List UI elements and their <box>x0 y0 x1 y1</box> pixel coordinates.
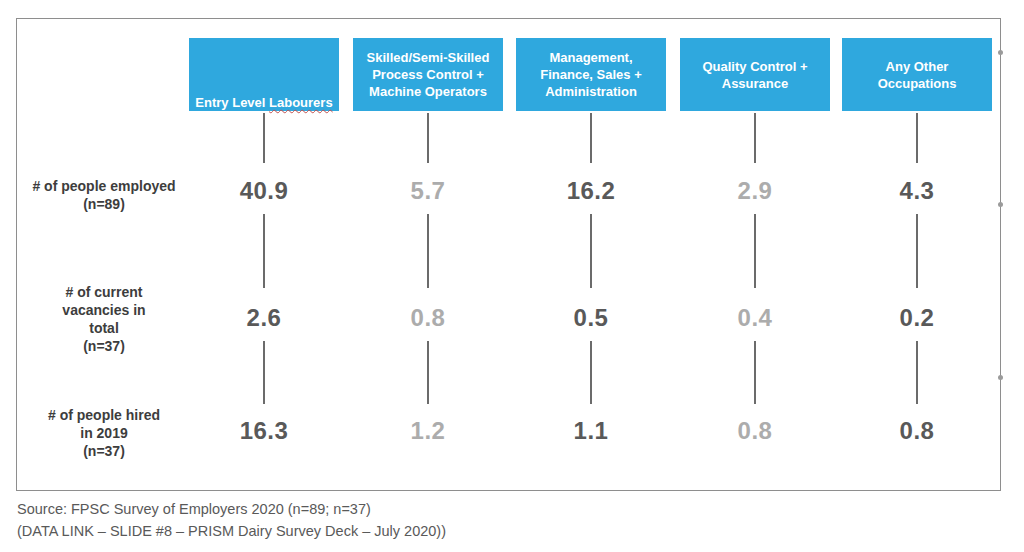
value-hired-entry-level: 16.3 <box>182 417 346 445</box>
column-header-label: Entry Level Labourers <box>195 95 332 110</box>
connector-line <box>754 113 756 163</box>
connector-line <box>427 214 429 288</box>
column-header-skilled-semi-skilled: Skilled/Semi-Skilled Process Control + M… <box>353 38 503 111</box>
connector-line <box>916 341 918 404</box>
column-any-other-occupations: Any Other Occupations 4.3 0.2 0.8 <box>835 19 999 490</box>
chart-frame: # of people employed (n=89) # of current… <box>16 18 1001 491</box>
connector-line <box>427 113 429 163</box>
connector-line <box>754 341 756 404</box>
connector-line <box>263 113 265 163</box>
value-hired-quality: 0.8 <box>673 417 837 445</box>
header-label-spellchecked: Labourers <box>269 95 333 110</box>
source-note: Source: FPSC Survey of Employers 2020 (n… <box>17 499 446 542</box>
source-line-2: (DATA LINK – SLIDE #8 – PRISM Dairy Surv… <box>17 521 446 543</box>
columns-area: Entry Level Labourers 40.9 2.6 16.3 Skil… <box>17 19 1000 490</box>
value-employed-skilled: 5.7 <box>346 177 510 205</box>
value-employed-quality: 2.9 <box>673 177 837 205</box>
survey-figure-page: # of people employed (n=89) # of current… <box>0 0 1024 552</box>
value-employed-other: 4.3 <box>835 177 999 205</box>
column-quality-control-assurance: Quality Control + Assurance 2.9 0.4 0.8 <box>673 19 837 490</box>
column-header-entry-level-labourers: Entry Level Labourers <box>189 38 339 111</box>
value-employed-entry-level: 40.9 <box>182 177 346 205</box>
edge-artifact-dot <box>998 50 1003 55</box>
value-vacancies-management: 0.5 <box>509 304 673 332</box>
value-vacancies-other: 0.2 <box>835 304 999 332</box>
connector-line <box>590 341 592 404</box>
column-entry-level-labourers: Entry Level Labourers 40.9 2.6 16.3 <box>182 19 346 490</box>
value-employed-management: 16.2 <box>509 177 673 205</box>
connector-line <box>263 214 265 288</box>
value-vacancies-quality: 0.4 <box>673 304 837 332</box>
connector-line <box>590 113 592 163</box>
value-hired-other: 0.8 <box>835 417 999 445</box>
connector-line <box>916 113 918 163</box>
value-vacancies-skilled: 0.8 <box>346 304 510 332</box>
value-hired-management: 1.1 <box>509 417 673 445</box>
column-header-any-other-occupations: Any Other Occupations <box>842 38 992 111</box>
header-label-plain: Entry Level <box>195 95 265 110</box>
connector-line <box>754 214 756 288</box>
column-management-finance-sales: Management, Finance, Sales + Administrat… <box>509 19 673 490</box>
edge-artifact-dot <box>998 375 1003 380</box>
column-header-management-finance-sales: Management, Finance, Sales + Administrat… <box>516 38 666 111</box>
column-skilled-semi-skilled: Skilled/Semi-Skilled Process Control + M… <box>346 19 510 490</box>
connector-line <box>916 214 918 288</box>
value-hired-skilled: 1.2 <box>346 417 510 445</box>
connector-line <box>263 341 265 404</box>
value-vacancies-entry-level: 2.6 <box>182 304 346 332</box>
connector-line <box>590 214 592 288</box>
edge-artifact-dot <box>998 202 1003 207</box>
column-header-quality-control-assurance: Quality Control + Assurance <box>680 38 830 111</box>
connector-line <box>427 341 429 404</box>
source-line-1: Source: FPSC Survey of Employers 2020 (n… <box>17 499 446 521</box>
